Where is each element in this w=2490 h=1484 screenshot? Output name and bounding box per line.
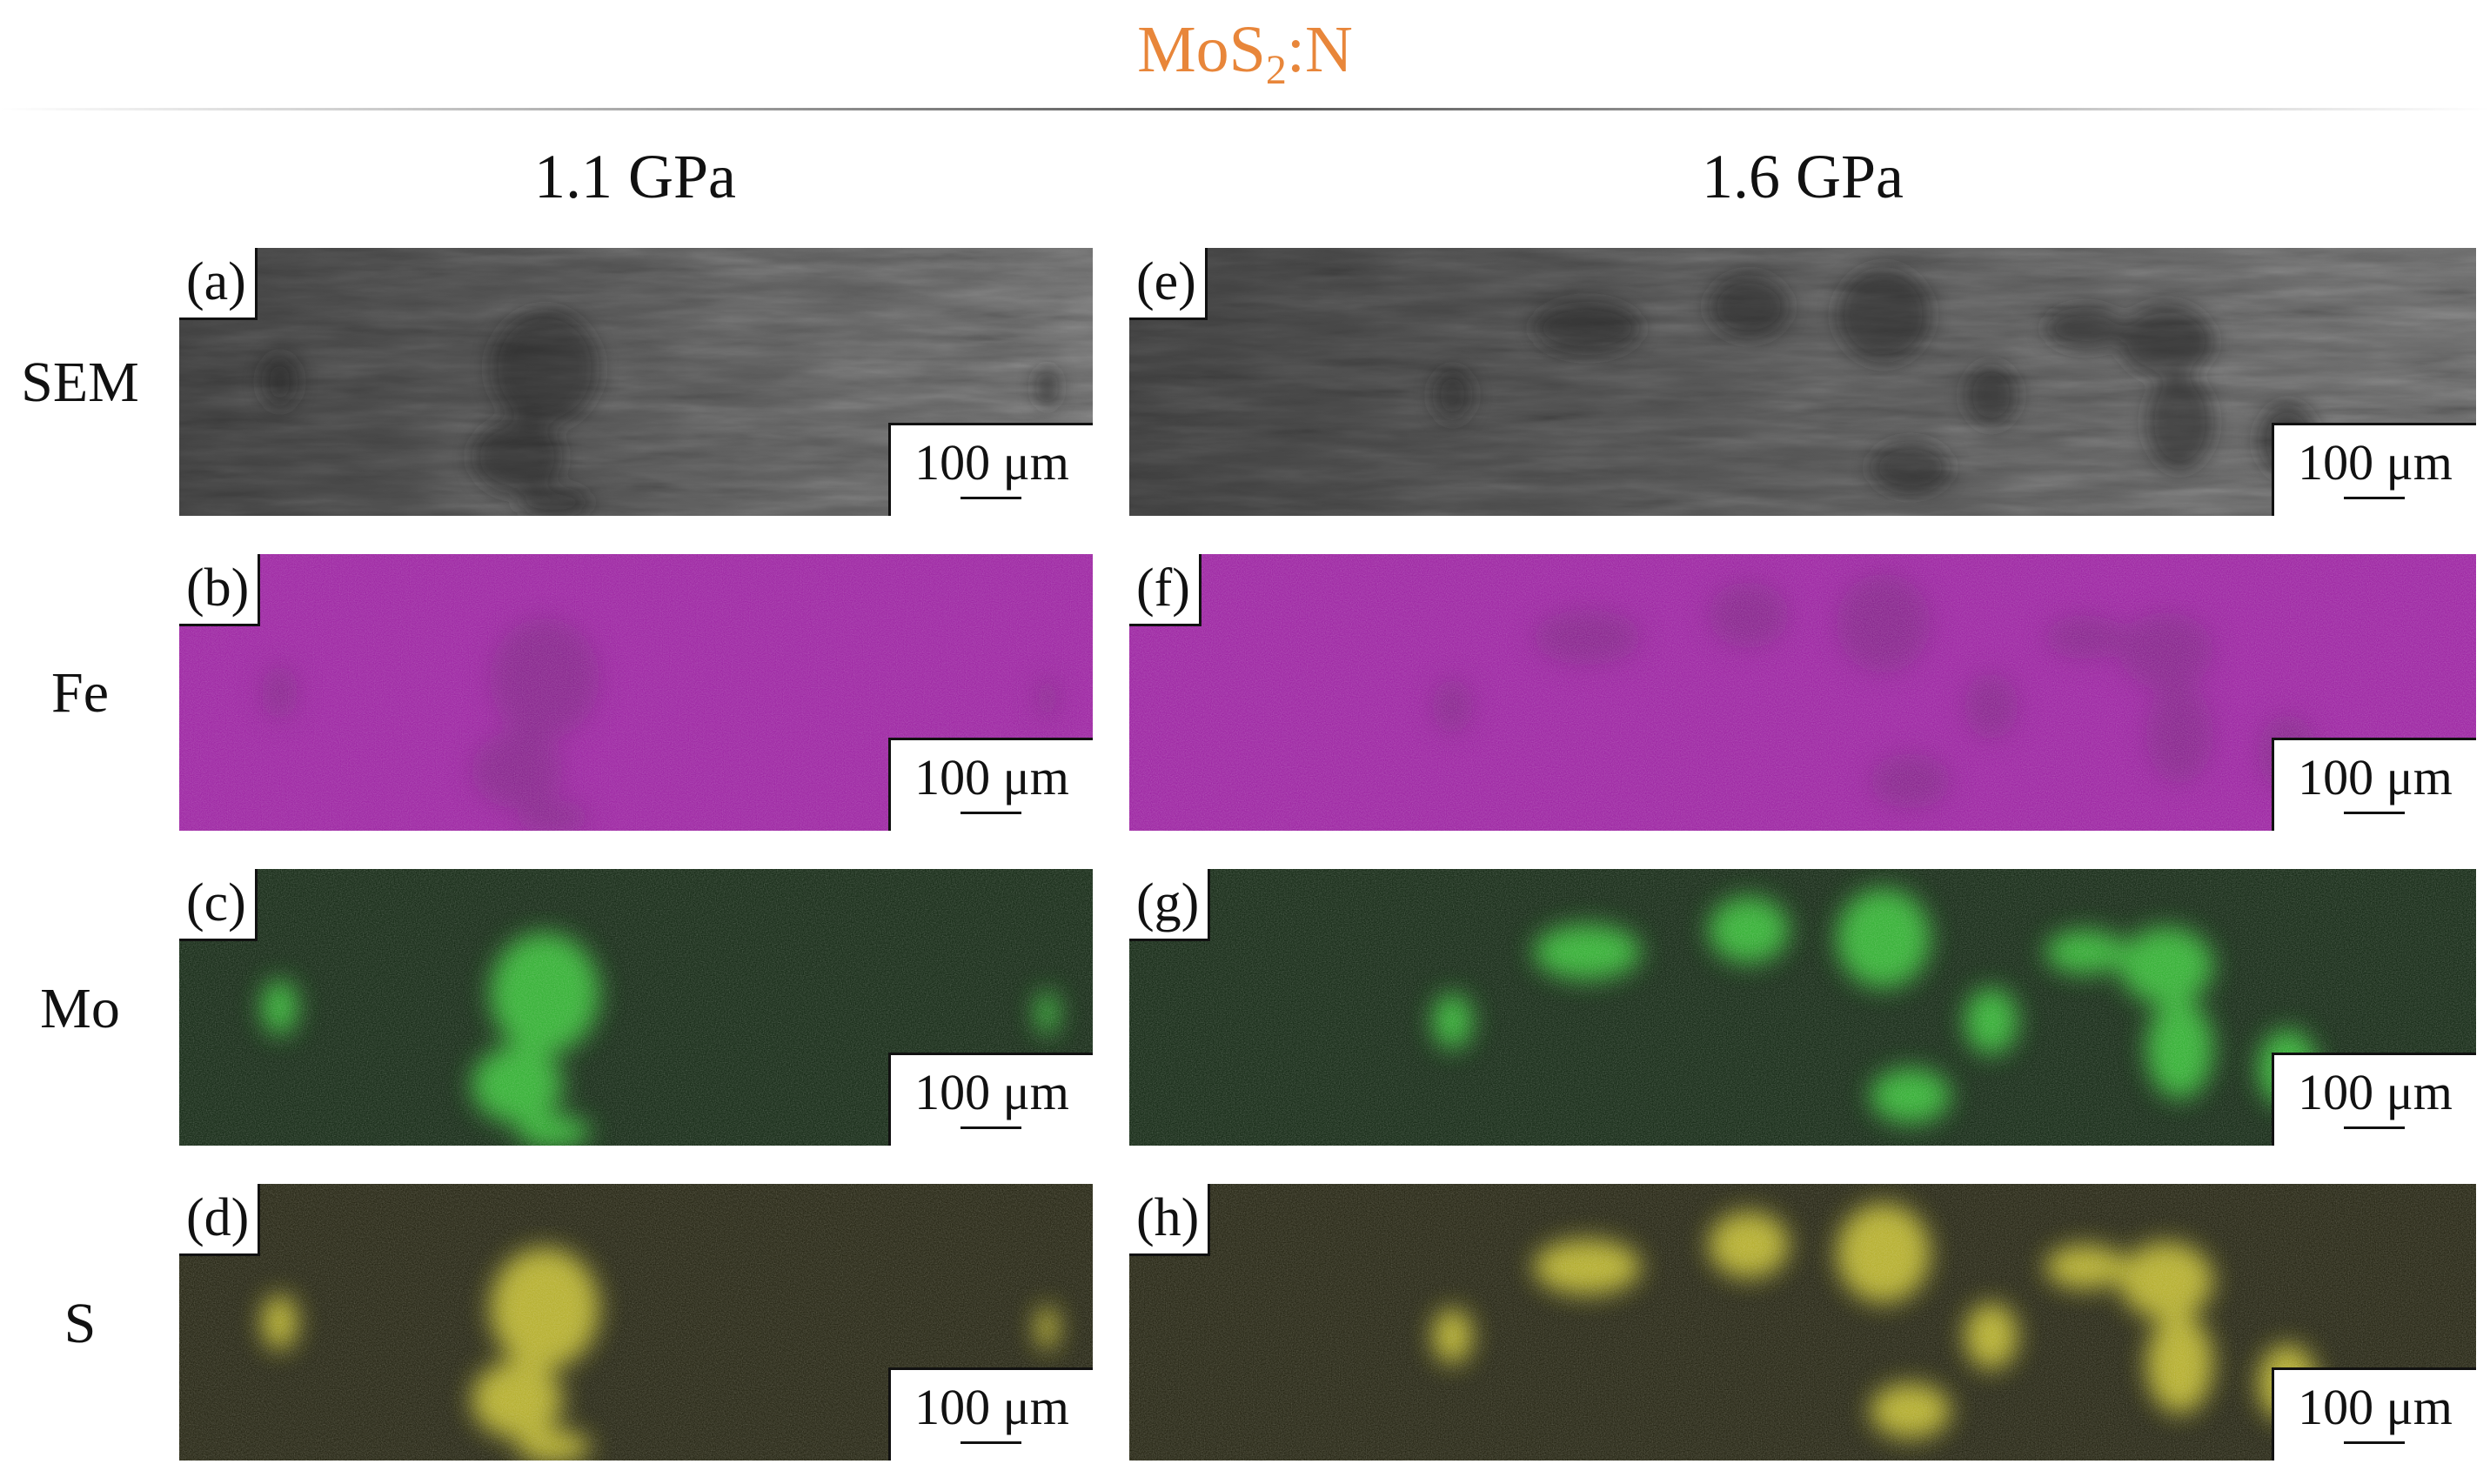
column-header-1-1-gpa: 1.1 GPa [534,142,736,211]
panel-b-label: (b) [179,554,261,626]
scale-bar-label: 100 μm [914,749,1069,806]
panel-f-fe-map: (f) 100 μm [1129,554,2476,831]
panel-f-image [1129,554,2476,831]
panel-f-label: (f) [1129,554,1201,626]
scale-bar-label: 100 μm [914,1379,1069,1435]
panel-a-scale-bar: 100 μm [888,423,1093,516]
scale-bar-label: 100 μm [2298,1064,2453,1120]
scale-bar-label: 100 μm [914,434,1069,491]
panel-b-fe-map: (b) 100 μm [179,554,1093,831]
column-header-1-6-gpa: 1.6 GPa [1702,142,1904,211]
scale-bar-line [2344,812,2405,814]
scale-bar-label: 100 μm [2298,1379,2453,1435]
row-label-sem: SEM [21,351,139,414]
scale-bar-label: 100 μm [2298,749,2453,806]
panel-h-label: (h) [1129,1184,1211,1256]
panel-d-label: (d) [179,1184,261,1256]
row-label-mo: Mo [40,977,120,1040]
panel-a-image [179,248,1093,516]
panel-e-image [1129,248,2476,516]
title-divider [0,108,2490,110]
panel-h-image [1129,1184,2476,1461]
panel-d-scale-bar: 100 μm [888,1367,1093,1461]
scale-bar-line [2344,1441,2405,1444]
panel-f-scale-bar: 100 μm [2272,738,2476,831]
figure-title: MoS2:N [0,10,2490,93]
panel-a-sem-map: (a) 100 μm [179,248,1093,516]
scale-bar-line [961,497,1021,499]
scale-bar-label: 100 μm [2298,434,2453,491]
panel-c-scale-bar: 100 μm [888,1053,1093,1146]
panel-b-scale-bar: 100 μm [888,738,1093,831]
panel-c-label: (c) [179,869,258,941]
panel-e-scale-bar: 100 μm [2272,423,2476,516]
scale-bar-label: 100 μm [914,1064,1069,1120]
scale-bar-line [961,1441,1021,1444]
scale-bar-line [2344,497,2405,499]
row-label-fe: Fe [51,661,109,725]
panel-c-mo-map: (c) 100 μm [179,869,1093,1146]
panel-g-image [1129,869,2476,1146]
panel-h-s-map: (h) 100 μm [1129,1184,2476,1461]
panel-d-s-map: (d) 100 μm [179,1184,1093,1461]
title-tail: :N [1286,13,1353,86]
panel-g-mo-map: (g) 100 μm [1129,869,2476,1146]
panel-a-label: (a) [179,248,258,320]
panel-g-scale-bar: 100 μm [2272,1053,2476,1146]
panel-c-image [179,869,1093,1146]
title-subscript: 2 [1265,47,1287,93]
scale-bar-line [961,812,1021,814]
panel-e-sem-map: (e) 100 μm [1129,248,2476,516]
row-label-s: S [64,1292,97,1355]
panel-g-label: (g) [1129,869,1211,941]
scale-bar-line [961,1126,1021,1129]
title-main: MoS [1137,13,1266,86]
panel-h-scale-bar: 100 μm [2272,1367,2476,1461]
scale-bar-line [2344,1126,2405,1129]
panel-e-label: (e) [1129,248,1208,320]
